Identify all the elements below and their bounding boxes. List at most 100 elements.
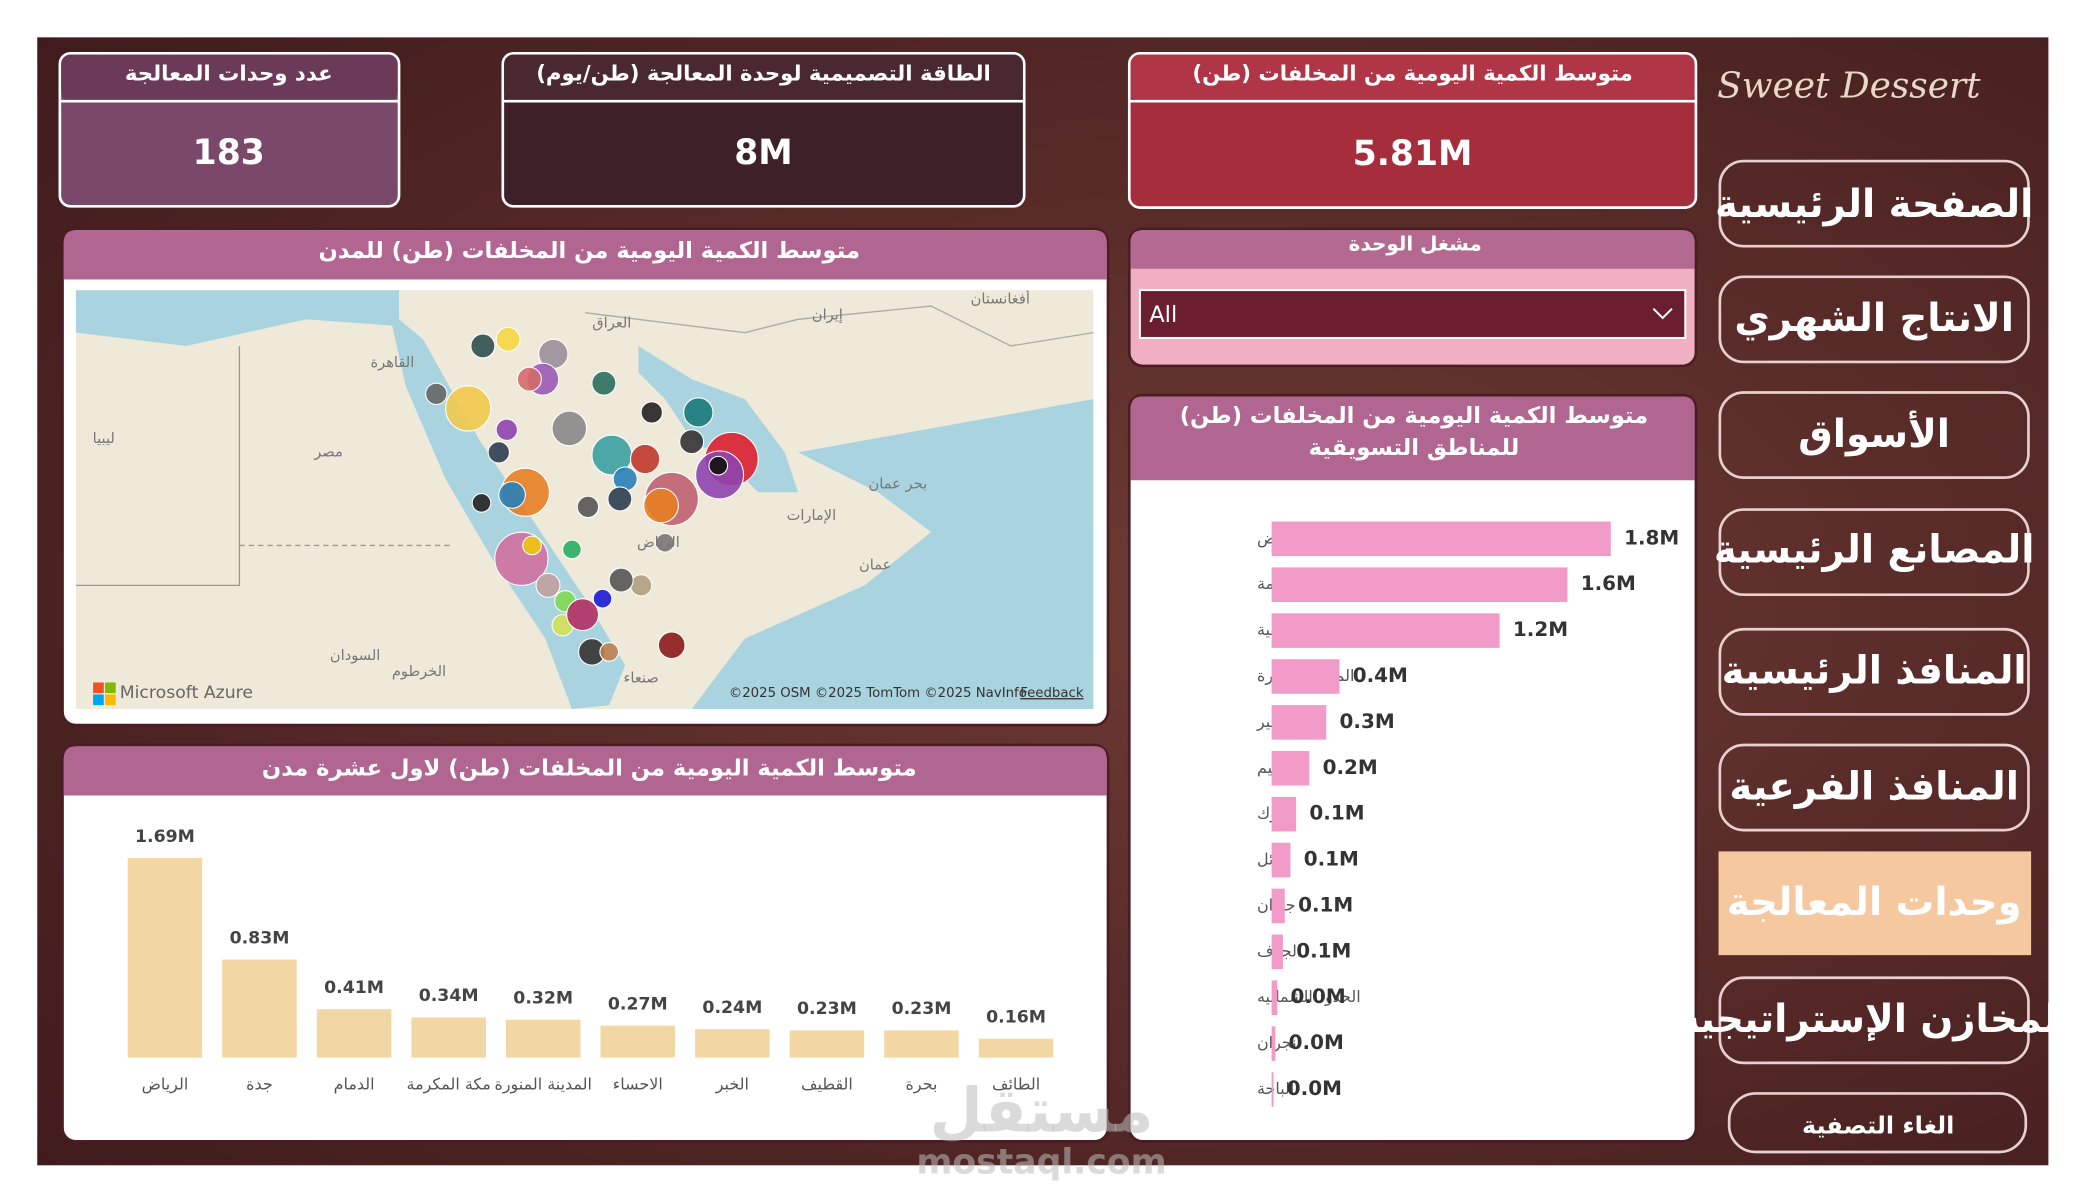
map-bubbles — [425, 326, 759, 666]
map-attribution: ©2025 OSM ©2025 TomTom ©2025 NavInfo — [729, 686, 1027, 701]
value-label: 0.23M — [797, 999, 857, 1019]
category-label: الرياض — [141, 1074, 189, 1094]
nav-button[interactable]: الصفحة الرئيسية — [1715, 159, 2033, 248]
map-label: إيران — [812, 306, 843, 323]
map-panel: متوسط الكمية اليومية من المخلفات (طن) لل… — [61, 227, 1110, 727]
map-label: بحر عمان — [869, 475, 928, 492]
kpi-value: 5.81M — [1353, 134, 1473, 174]
bar — [1271, 705, 1327, 740]
chart-marks: الرياض1.8Mمكة المكرمة1.6Mالمنطقة الشرقية… — [127, 521, 1679, 1107]
category-label-box: الرياض — [141, 1074, 189, 1094]
bar — [600, 1025, 676, 1058]
value-label: 0.1M — [1296, 938, 1351, 962]
map-label: السودان — [330, 647, 380, 664]
map-feedback[interactable]: Feedback — [1020, 686, 1084, 701]
value-label: 0.16M — [986, 1007, 1046, 1027]
category-label: جدة — [246, 1074, 273, 1094]
category-label-box: جدة — [246, 1074, 273, 1094]
bar — [1271, 659, 1340, 694]
nav-label: المصانع الرئيسية — [1714, 528, 2035, 573]
category-label-box: مكة المكرمة — [407, 1075, 491, 1094]
nav-label: الانتاج الشهري — [1734, 296, 2014, 341]
nav-label: المنافذ الفرعية — [1729, 764, 2019, 809]
nav-button[interactable]: الأسواق — [1718, 391, 2030, 479]
region-chart-panel: متوسط الكمية اليومية من المخلفات (طن) لل… — [1127, 393, 1698, 1143]
filter-label: مشغل الوحدة — [1349, 231, 1482, 255]
value-label: 0.27M — [608, 994, 668, 1014]
category-label-box: القطيف — [801, 1074, 853, 1094]
bar — [1271, 521, 1611, 557]
nav-button-active[interactable]: وحدات المعالجة — [1718, 851, 2032, 956]
value-label: 0.2M — [1323, 755, 1378, 779]
map-label: الإمارات — [787, 507, 837, 524]
category-label-box: الطائف — [991, 1074, 1041, 1094]
dropdown[interactable]: All — [1138, 289, 1687, 339]
map-label: ليبيا — [93, 430, 115, 447]
value-label: 1.69M — [135, 827, 195, 847]
nav-button[interactable]: المنافذ الرئيسية — [1718, 627, 2030, 716]
value-label: 1.2M — [1513, 617, 1568, 641]
map-label: صنعاء — [624, 669, 659, 686]
bar — [789, 1030, 865, 1058]
value-label: 0.0M — [1287, 1076, 1342, 1100]
kpi-value: 183 — [193, 133, 265, 173]
nav-button[interactable]: المصانع الرئيسية — [1714, 508, 2035, 597]
nav-label: وحدات المعالجة — [1727, 880, 2022, 925]
category-label: الاحساء — [612, 1074, 663, 1094]
bar — [316, 1009, 392, 1058]
nav-button[interactable]: المنافذ الفرعية — [1718, 743, 2030, 832]
category-label: بحرة — [905, 1074, 938, 1094]
value-label: 0.4M — [1353, 663, 1408, 687]
clear-filter-button[interactable]: الغاء التصفية — [1727, 1092, 2028, 1154]
nav-button[interactable]: المخازن الإستراتيجية — [1677, 976, 2071, 1065]
bar — [1271, 567, 1568, 602]
category-label: القطيف — [801, 1074, 853, 1094]
category-label: الباحة — [1257, 1079, 1294, 1098]
bar — [1271, 934, 1283, 970]
nav-button[interactable]: الانتاج الشهري — [1718, 275, 2030, 364]
kpi-label: الطاقة التصميمية لوحدة المعالجة (طن/يوم) — [536, 62, 991, 87]
value-label: 0.24M — [702, 998, 762, 1018]
kpi-value: 8M — [734, 133, 792, 173]
category-label-box: الخبر — [716, 1075, 749, 1094]
nav-label: الصفحة الرئيسية — [1715, 182, 2033, 227]
map-label: الرياض — [637, 534, 680, 551]
map-logo: Microsoft Azure — [120, 683, 253, 703]
category-label: الدمام — [333, 1074, 375, 1094]
value-label: 0.1M — [1298, 892, 1353, 916]
map-label: عمان — [859, 556, 891, 573]
kpi-label: عدد وحدات المعالجة — [125, 62, 333, 87]
category-label: نجران — [1257, 1033, 1297, 1053]
value-label: 0.1M — [1304, 847, 1359, 871]
bar — [1271, 796, 1297, 832]
azure-logo — [93, 682, 116, 706]
bar — [1271, 842, 1291, 878]
dropdown-value: All — [1149, 302, 1177, 328]
kpi-card: الطاقة التصميمية لوحدة المعالجة (طن/يوم)… — [501, 51, 1026, 208]
map-label: مصر — [313, 443, 343, 460]
bar — [1271, 1026, 1276, 1061]
clear-filter-label: الغاء التصفية — [1802, 1112, 1954, 1140]
map-label: الخرطوم — [392, 663, 446, 680]
bar — [1271, 613, 1500, 648]
bar — [695, 1029, 770, 1058]
bar — [1271, 980, 1278, 1015]
bar — [1271, 750, 1310, 786]
panel-title: متوسط الكمية اليومية من المخلفات (طن) لا… — [262, 755, 917, 781]
category-label-box: المدينة المنورة — [494, 1075, 591, 1094]
panel-title: متوسط الكمية اليومية من المخلفات (طن) لل… — [319, 238, 860, 264]
watermark: mostaql.com — [916, 1142, 1166, 1182]
value-label: 1.6M — [1581, 571, 1636, 595]
value-label: 0.0M — [1291, 984, 1346, 1008]
kpi-card: متوسط الكمية اليومية من المخلفات (طن) 5.… — [1127, 51, 1698, 209]
panel-title: متوسط الكمية اليومية من المخلفات (طن) لل… — [1179, 403, 1649, 462]
category-label: الطائف — [991, 1074, 1041, 1094]
value-label: 0.83M — [230, 928, 290, 948]
map: القاهرة مصر ليبيا السودان الخرطوم العراق… — [75, 290, 1094, 710]
watermark: مستقل — [930, 1075, 1154, 1146]
bar — [222, 959, 297, 1058]
brand: Sweet Dessert — [1717, 65, 1981, 106]
nav-label: المخازن الإستراتيجية — [1677, 997, 2071, 1042]
